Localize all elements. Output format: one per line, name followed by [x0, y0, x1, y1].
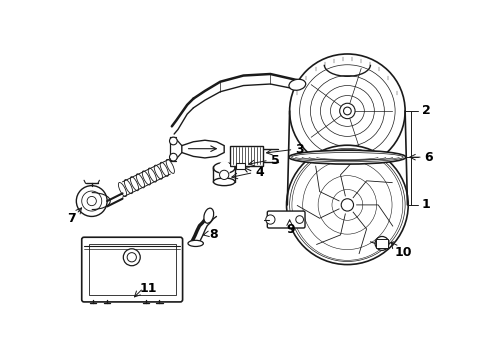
Circle shape: [76, 186, 107, 216]
Text: 5: 5: [270, 154, 279, 167]
Ellipse shape: [136, 174, 145, 188]
Circle shape: [123, 249, 140, 266]
Circle shape: [170, 137, 177, 145]
Ellipse shape: [148, 168, 156, 182]
Text: 8: 8: [209, 228, 218, 240]
Text: 11: 11: [140, 282, 157, 294]
Polygon shape: [182, 140, 224, 158]
Ellipse shape: [289, 79, 306, 90]
FancyBboxPatch shape: [82, 237, 183, 302]
Text: 6: 6: [425, 150, 433, 164]
Bar: [376, 239, 388, 248]
Circle shape: [82, 191, 102, 211]
Ellipse shape: [154, 165, 163, 179]
Ellipse shape: [204, 208, 214, 223]
Circle shape: [266, 215, 275, 224]
Bar: [230, 145, 263, 166]
Circle shape: [341, 199, 354, 211]
Circle shape: [340, 103, 355, 119]
Circle shape: [375, 237, 389, 250]
Ellipse shape: [160, 162, 169, 176]
Circle shape: [343, 107, 351, 115]
Text: 4: 4: [255, 166, 264, 179]
Text: 2: 2: [421, 104, 430, 117]
Ellipse shape: [166, 159, 174, 174]
Text: 1: 1: [421, 198, 430, 211]
Text: 3: 3: [295, 143, 304, 156]
Bar: [236, 163, 245, 169]
Circle shape: [296, 216, 303, 223]
Circle shape: [170, 153, 177, 161]
Text: 9: 9: [286, 223, 294, 236]
Ellipse shape: [213, 178, 235, 186]
Ellipse shape: [290, 54, 405, 168]
Text: 7: 7: [67, 212, 76, 225]
Ellipse shape: [119, 183, 127, 197]
FancyBboxPatch shape: [268, 211, 305, 228]
Ellipse shape: [287, 145, 408, 265]
Circle shape: [127, 253, 136, 262]
Ellipse shape: [289, 150, 406, 164]
Ellipse shape: [130, 177, 139, 191]
Bar: [89, 244, 175, 295]
Ellipse shape: [213, 163, 235, 173]
Ellipse shape: [142, 171, 150, 185]
Ellipse shape: [188, 240, 203, 247]
Text: 10: 10: [395, 246, 413, 259]
Circle shape: [379, 240, 385, 247]
Ellipse shape: [124, 180, 133, 194]
Circle shape: [220, 170, 229, 180]
Circle shape: [87, 197, 97, 206]
